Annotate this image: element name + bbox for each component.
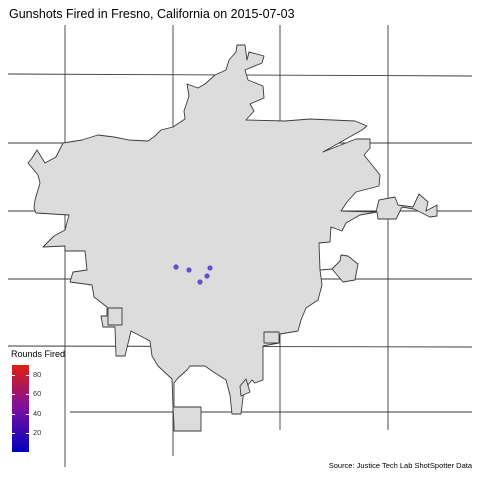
legend-tick-label: 20 bbox=[33, 428, 42, 438]
legend-tick-mark bbox=[26, 433, 29, 435]
legend-title: Rounds Fired bbox=[11, 349, 66, 359]
legend-tick-mark bbox=[26, 394, 29, 396]
map-title: Gunshots Fired in Fresno, California on … bbox=[9, 7, 295, 21]
legend-tick-label: 60 bbox=[33, 389, 42, 399]
source-caption: Source: Justice Tech Lab ShotSpotter Dat… bbox=[328, 461, 472, 470]
legend-tick-mark bbox=[12, 374, 15, 376]
legend-tick-mark bbox=[26, 374, 29, 376]
gunshot-point bbox=[186, 267, 192, 273]
legend-tick-mark bbox=[12, 394, 15, 396]
legend-tick-mark bbox=[12, 413, 15, 415]
legend-color-bar bbox=[12, 365, 29, 452]
gunshot-point bbox=[204, 273, 210, 279]
gunshot-point bbox=[207, 265, 213, 271]
legend-tick-label: 40 bbox=[33, 408, 42, 418]
gunshot-point bbox=[197, 279, 203, 285]
legend-tick-label: 80 bbox=[33, 369, 42, 379]
legend: Rounds Fired 80 60 40 20 bbox=[10, 349, 90, 457]
city-boundary-shape bbox=[263, 331, 280, 344]
gunshot-point bbox=[173, 264, 179, 270]
city-boundary bbox=[27, 44, 438, 432]
legend-tick-mark bbox=[26, 413, 29, 415]
city-boundary-shape bbox=[107, 307, 123, 326]
city-boundary-shape bbox=[27, 44, 438, 432]
gunshot-points bbox=[173, 264, 213, 285]
city-boundary-shape bbox=[239, 378, 251, 397]
legend-tick-mark bbox=[12, 433, 15, 435]
